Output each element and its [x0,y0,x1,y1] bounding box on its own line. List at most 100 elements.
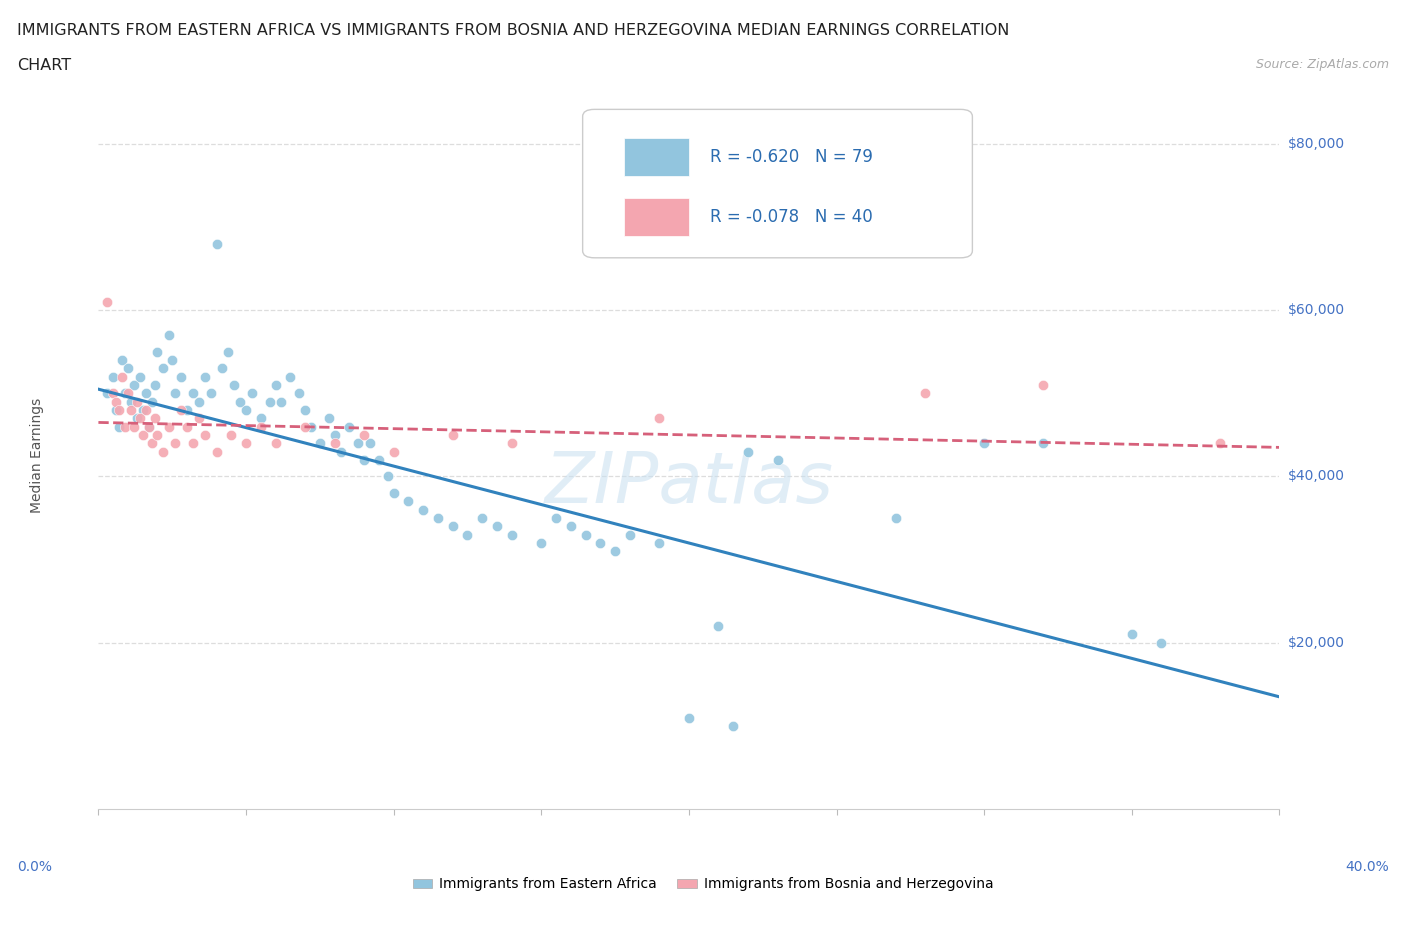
Point [125,411,148,426]
Text: $40,000: $40,000 [1288,470,1346,484]
Point [165,436,187,451]
Text: ZIPatlas: ZIPatlas [544,449,834,518]
Point [219,428,242,443]
Point [122,378,145,392]
Point [299,419,322,434]
Point [162,352,183,367]
Point [96,295,118,310]
Point [1032,436,1054,451]
Point [359,436,381,451]
Point [264,436,287,451]
Point [117,386,139,401]
Point [187,394,209,409]
Point [486,519,509,534]
Point [294,419,316,434]
Point [270,394,292,409]
Point [914,386,936,401]
Point [605,544,627,559]
Point [141,394,163,409]
Text: IMMIGRANTS FROM EASTERN AFRICA VS IMMIGRANTS FROM BOSNIA AND HERZEGOVINA MEDIAN : IMMIGRANTS FROM EASTERN AFRICA VS IMMIGR… [17,23,1010,38]
Point [560,519,582,534]
Point [103,369,125,384]
Point [353,428,375,443]
Point [111,369,134,384]
Point [250,411,273,426]
Point [1121,627,1143,642]
Point [157,327,180,342]
Point [181,386,204,401]
Text: $20,000: $20,000 [1288,636,1346,650]
Point [165,386,187,401]
Point [648,536,671,551]
Point [294,403,316,418]
Point [589,536,612,551]
Point [441,519,464,534]
Point [120,403,142,418]
Point [278,369,302,384]
Point [143,411,166,426]
Point [125,394,148,409]
Point [648,411,671,426]
Point [146,428,169,443]
Point [176,419,198,434]
Point [229,394,252,409]
Point [194,369,217,384]
Point [211,361,233,376]
Point [187,411,209,426]
Text: $60,000: $60,000 [1288,303,1346,317]
Point [264,378,287,392]
Point [132,428,155,443]
Text: 40.0%: 40.0% [1346,859,1389,874]
Point [574,527,596,542]
Point [382,485,405,500]
Point [152,361,174,376]
Point [108,403,131,418]
Point [105,394,128,409]
Text: Source: ZipAtlas.com: Source: ZipAtlas.com [1256,58,1389,71]
FancyBboxPatch shape [624,198,689,236]
Point [240,386,263,401]
Point [138,419,160,434]
Legend: Immigrants from Eastern Africa, Immigrants from Bosnia and Herzegovina: Immigrants from Eastern Africa, Immigran… [406,872,1000,897]
Point [259,394,281,409]
Point [721,719,744,734]
Point [441,428,464,443]
Point [456,527,478,542]
Point [181,436,204,451]
Point [766,452,789,467]
Point [122,419,145,434]
Point [141,436,163,451]
Point [194,428,217,443]
Point [337,419,360,434]
FancyBboxPatch shape [582,110,973,258]
Point [530,536,553,551]
Point [353,452,375,467]
Point [138,419,160,434]
Point [135,403,157,418]
Point [884,511,907,525]
Point [707,618,730,633]
Point [128,411,150,426]
Point [329,445,352,459]
Text: CHART: CHART [17,58,70,73]
Point [309,436,332,451]
Point [323,436,346,451]
Point [973,436,995,451]
Point [377,469,399,484]
Point [143,378,166,392]
Point [108,419,131,434]
Point [427,511,450,525]
Point [235,436,257,451]
Point [105,403,128,418]
Point [120,394,142,409]
Point [501,436,523,451]
Point [170,369,193,384]
Point [501,527,523,542]
Point [200,386,222,401]
Point [176,403,198,418]
Text: $80,000: $80,000 [1288,137,1346,151]
Point [1032,378,1054,392]
Text: R = -0.620   N = 79: R = -0.620 N = 79 [710,148,873,166]
Point [1150,635,1173,650]
Text: 0.0%: 0.0% [17,859,52,874]
